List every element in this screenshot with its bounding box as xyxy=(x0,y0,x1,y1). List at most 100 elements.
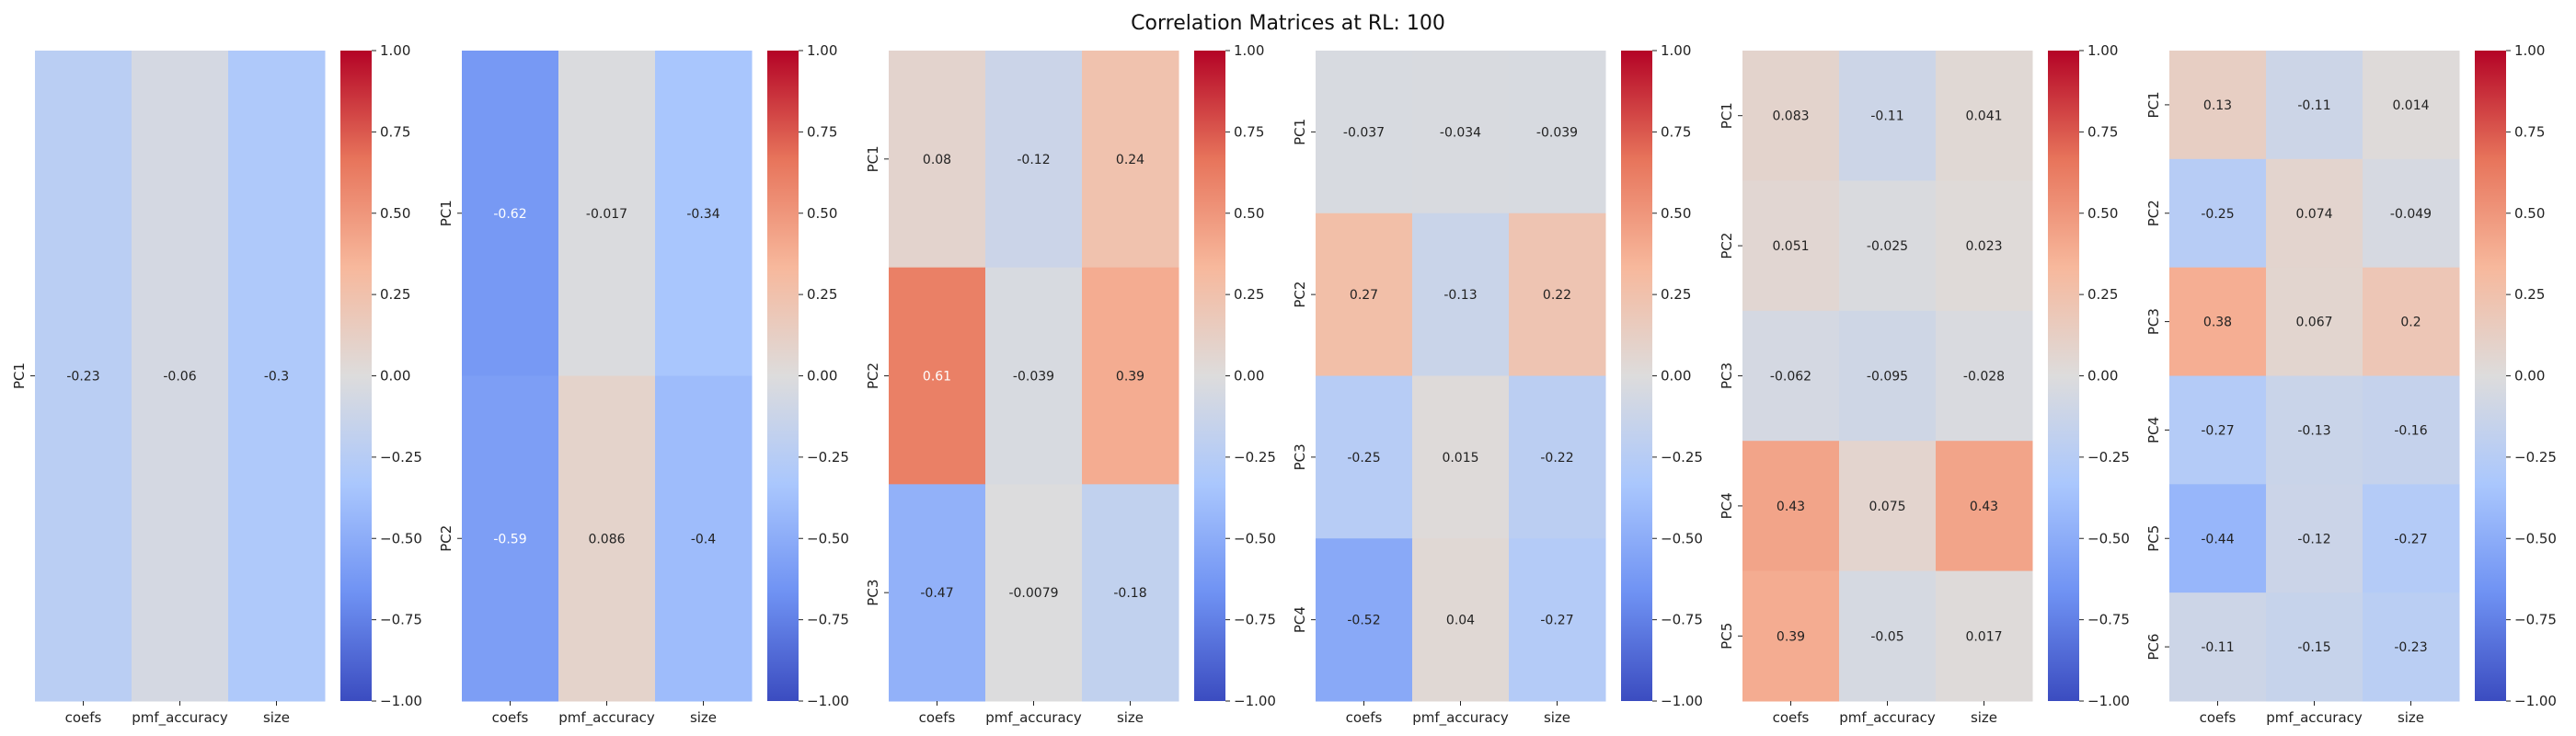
colorbar-tick-label: −1.00 xyxy=(1661,693,1703,709)
heatmap-cell xyxy=(1742,441,1840,572)
heatmap-cell xyxy=(132,51,229,702)
x-tick-label: pmf_accuracy xyxy=(1839,709,1936,727)
y-tick-label: PC2 xyxy=(1292,282,1308,308)
heatmap-cell xyxy=(1742,180,1840,312)
heatmap-cell xyxy=(985,51,1083,269)
y-tick-label: PC3 xyxy=(1292,443,1308,470)
heatmap-cell xyxy=(2169,267,2267,376)
colorbar-tick-label: 0.25 xyxy=(1234,286,1264,303)
heatmap-cell xyxy=(655,375,753,702)
colorbar-tick-label: 0.50 xyxy=(807,205,837,222)
colorbar-tick-label: −1.00 xyxy=(2514,693,2557,709)
colorbar xyxy=(2048,51,2079,701)
heatmap-cell xyxy=(2266,267,2363,376)
heatmap-cell xyxy=(2266,51,2363,160)
heatmap-cell xyxy=(1742,51,1840,181)
heatmap-cell xyxy=(1742,310,1840,442)
cell-value-label: 0.38 xyxy=(2203,316,2232,330)
cell-value-label: -0.025 xyxy=(1867,239,1908,254)
heatmap-cell xyxy=(1936,441,2033,572)
colorbar-tick-label: −0.50 xyxy=(807,530,849,546)
x-tick-label: coefs xyxy=(65,709,102,726)
heatmap-cell xyxy=(2169,375,2267,485)
x-tick-label: size xyxy=(1117,709,1144,726)
colorbar-tick-label: −0.50 xyxy=(2087,530,2130,546)
colorbar-tick-label: −0.50 xyxy=(1234,530,1276,546)
cell-value-label: 0.2 xyxy=(2400,316,2421,330)
cell-value-label: -0.4 xyxy=(691,532,716,546)
heatmap-cell xyxy=(1316,51,1413,214)
cell-value-label: 0.39 xyxy=(1116,370,1144,385)
colorbar-tick-label: −0.75 xyxy=(807,612,849,628)
cell-value-label: 0.43 xyxy=(1970,500,1998,514)
colorbar-tick-label: −0.25 xyxy=(807,449,849,466)
colorbar-tick-label: 0.00 xyxy=(2087,368,2118,385)
heatmap-cell xyxy=(1839,441,1937,572)
heatmap-cell xyxy=(2266,484,2363,593)
heatmap-cell xyxy=(1839,51,1937,181)
colorbar xyxy=(767,51,799,701)
heatmap-cell xyxy=(1509,538,1606,702)
colorbar-tick-label: 1.00 xyxy=(1234,42,1264,59)
colorbar-tick-label: 0.25 xyxy=(380,286,410,303)
y-tick-label: PC2 xyxy=(2145,200,2162,226)
colorbar-tick-label: 0.50 xyxy=(1234,205,1264,222)
heatmap-cell xyxy=(2266,158,2363,269)
heatmap-cell xyxy=(1936,570,2033,702)
cell-value-label: -0.039 xyxy=(1013,370,1054,385)
colorbar-tick-label: 0.00 xyxy=(807,368,837,385)
colorbar-tick-label: 1.00 xyxy=(1661,42,1691,59)
x-tick-label: size xyxy=(263,709,290,726)
heatmap-cell xyxy=(1936,310,2033,442)
y-tick-label: PC1 xyxy=(865,145,881,172)
colorbar-tick-label: 0.75 xyxy=(1234,123,1264,140)
cell-value-label: -0.12 xyxy=(2297,532,2330,546)
colorbar-tick-label: 0.00 xyxy=(380,368,410,385)
colorbar-tick-label: 0.75 xyxy=(380,123,410,140)
heatmap-cell xyxy=(1316,538,1413,702)
colorbar-tick-label: 0.00 xyxy=(2514,368,2545,385)
colorbar-tick-label: 0.50 xyxy=(380,205,410,222)
colorbar-tick-label: −0.25 xyxy=(1661,449,1703,466)
colorbar xyxy=(2475,51,2506,701)
cell-value-label: 0.015 xyxy=(1442,451,1478,466)
heatmap-cell xyxy=(1412,375,1510,539)
colorbar-tick-label: −0.75 xyxy=(2514,612,2557,628)
colorbar-tick-label: 0.25 xyxy=(2514,286,2545,303)
heatmap-cell xyxy=(1509,51,1606,214)
cell-value-label: 0.067 xyxy=(2295,316,2332,330)
heatmap-cell xyxy=(2363,484,2460,593)
heatmap-cell xyxy=(2363,267,2460,376)
figure-title: Correlation Matrices at RL: 100 xyxy=(1131,12,1445,35)
heatmap-cell xyxy=(2363,51,2460,160)
heatmap-cell xyxy=(985,267,1083,485)
y-tick-label: PC2 xyxy=(438,525,454,552)
heatmap-cell xyxy=(2266,375,2363,485)
colorbar xyxy=(340,51,372,701)
heatmap-cell xyxy=(1839,570,1937,702)
cell-value-label: -0.62 xyxy=(493,207,526,222)
heatmap-cell xyxy=(1082,267,1179,485)
colorbar-tick-label: 0.50 xyxy=(1661,205,1691,222)
cell-value-label: -0.16 xyxy=(2394,423,2427,438)
heatmap-cell xyxy=(889,267,986,485)
y-tick-label: PC2 xyxy=(1719,233,1735,259)
cell-value-label: -0.27 xyxy=(2201,423,2234,438)
colorbar-tick-label: −1.00 xyxy=(2087,693,2130,709)
heatmap-cell xyxy=(2169,484,2267,593)
heatmap-cell xyxy=(2363,158,2460,269)
colorbar-tick-label: −1.00 xyxy=(807,693,849,709)
x-tick-label: pmf_accuracy xyxy=(558,709,655,727)
heatmap-cell xyxy=(1082,51,1179,269)
cell-value-label: -0.11 xyxy=(1870,109,1903,124)
cell-value-label: -0.25 xyxy=(2201,207,2234,222)
heatmap-cell xyxy=(1839,310,1937,442)
heatmap-cell xyxy=(1742,570,1840,702)
cell-value-label: -0.06 xyxy=(163,370,196,385)
y-tick-label: PC1 xyxy=(1292,119,1308,145)
heatmap-cell xyxy=(1839,180,1937,312)
cell-value-label: -0.3 xyxy=(264,370,289,385)
cell-value-label: 0.39 xyxy=(1777,629,1805,644)
heatmap-panel-1: -0.23 -0.06 -0.3 coefs pmf_accuracy size PC1 1.… xyxy=(11,42,422,727)
